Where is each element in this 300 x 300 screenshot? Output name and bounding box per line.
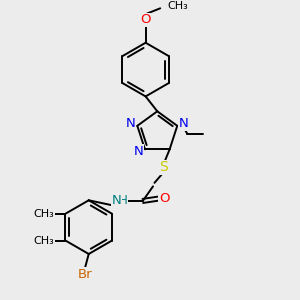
Text: CH₃: CH₃ <box>33 209 54 219</box>
Text: O: O <box>140 14 151 26</box>
Text: O: O <box>159 192 169 205</box>
Text: N: N <box>112 194 122 207</box>
Text: N: N <box>179 117 189 130</box>
Text: S: S <box>159 160 168 174</box>
Text: Br: Br <box>78 268 92 281</box>
Text: N: N <box>126 117 136 130</box>
Text: H: H <box>118 194 127 207</box>
Text: CH₃: CH₃ <box>167 1 188 11</box>
Text: CH₃: CH₃ <box>33 236 54 246</box>
Text: N: N <box>134 145 143 158</box>
